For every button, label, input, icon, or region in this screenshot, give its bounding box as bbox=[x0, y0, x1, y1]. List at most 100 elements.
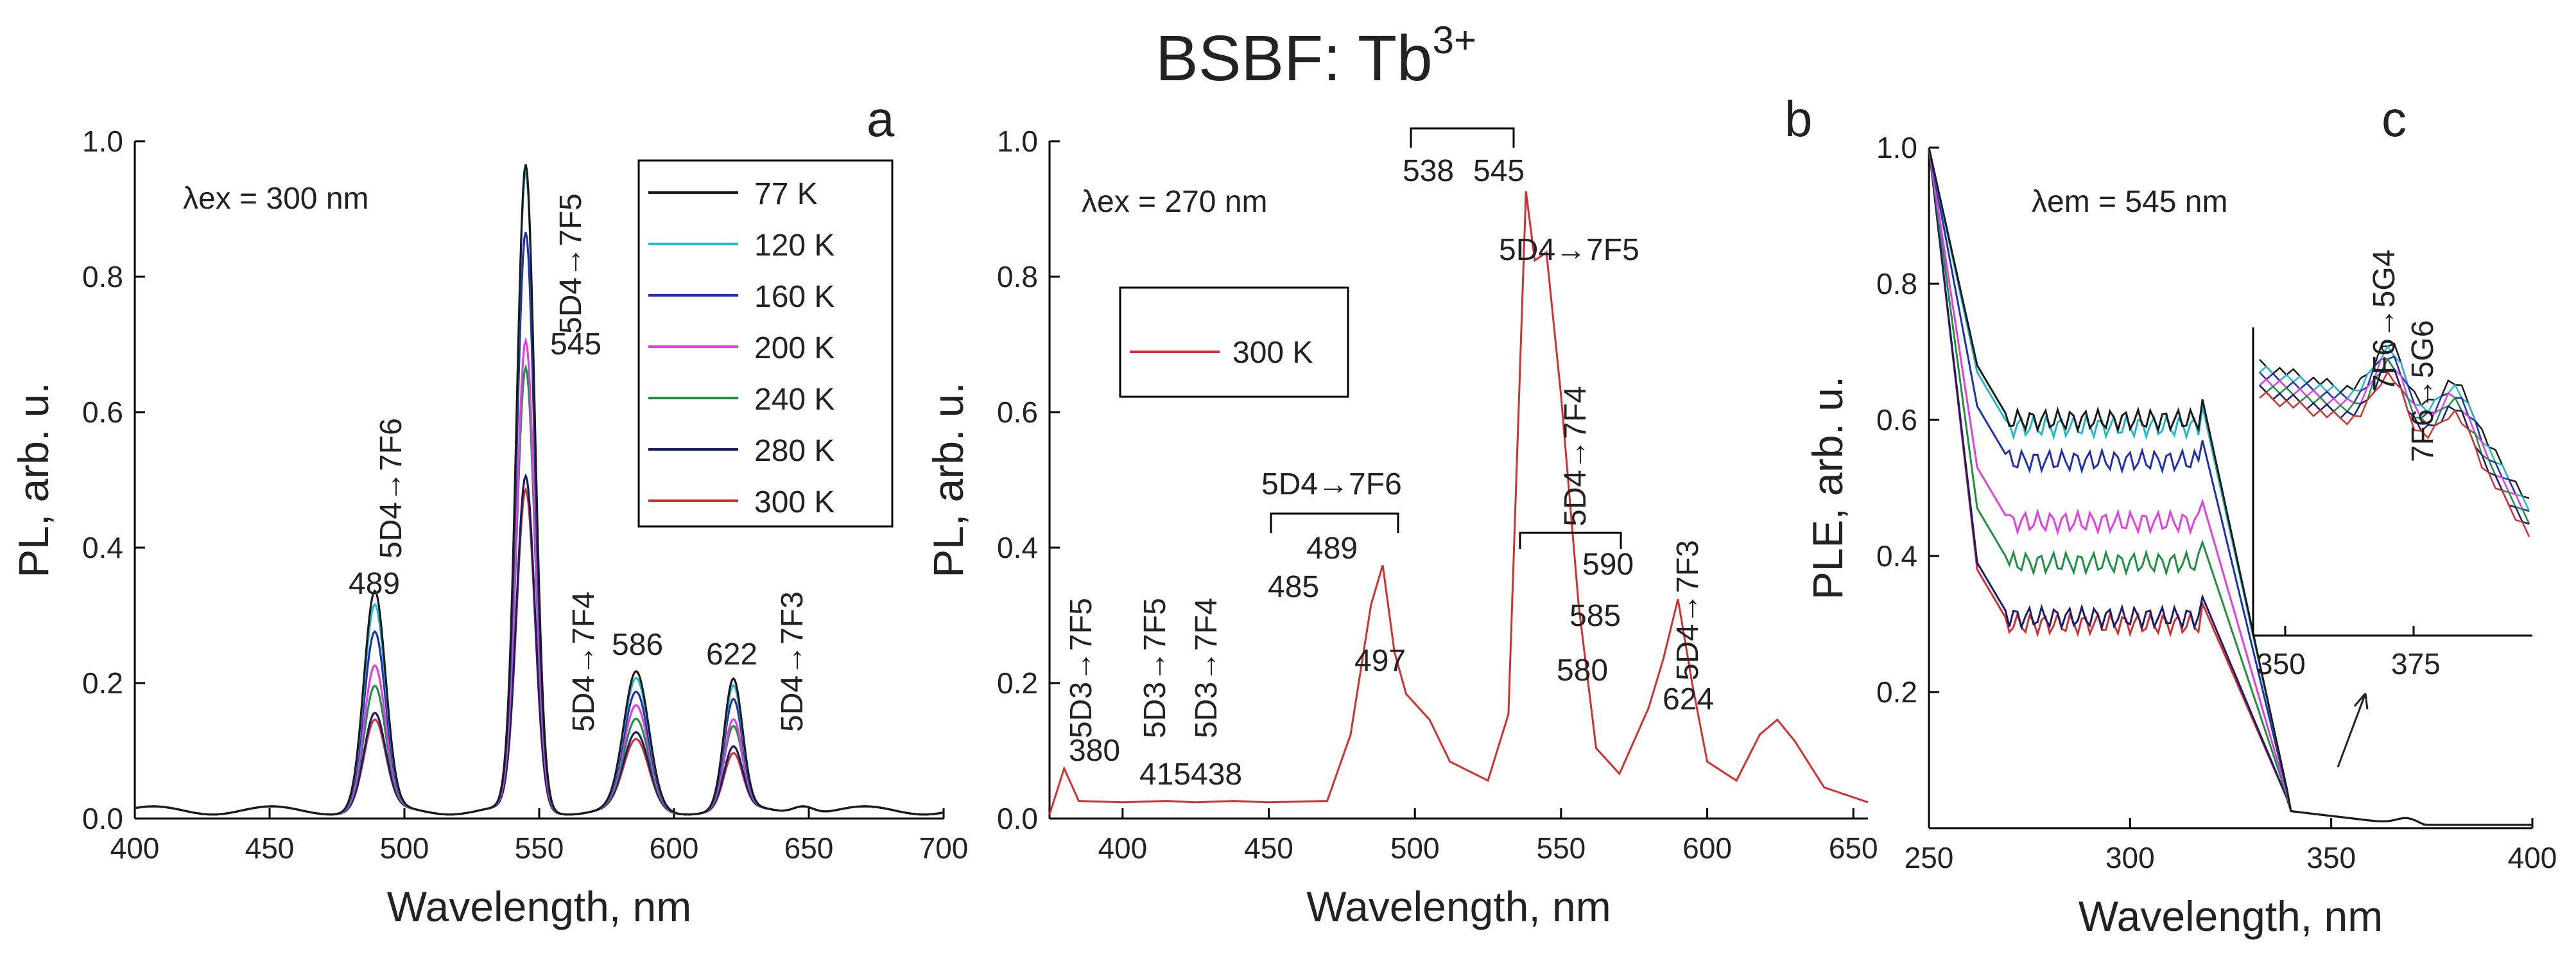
panel-a-ytick-label: 0.6 bbox=[82, 395, 123, 429]
panel-a-legend-label: 240 K bbox=[754, 383, 834, 417]
panel-c-xtick-label: 300 bbox=[2105, 841, 2155, 874]
panel-b-ytick-label: 0.6 bbox=[997, 395, 1038, 429]
panel-a-peak-545: 545 bbox=[550, 327, 601, 361]
panel-b-xlabel: Wavelength, nm bbox=[1306, 883, 1611, 930]
panel-b-xtick-label: 600 bbox=[1682, 831, 1732, 865]
panel-c-xtick-label: 250 bbox=[1905, 841, 1954, 874]
panel-a-legend-label: 300 K bbox=[754, 485, 834, 519]
panel-b-peak-415: 415 bbox=[1139, 758, 1191, 792]
panel-b-xtick-label: 400 bbox=[1098, 831, 1147, 865]
inset-transition-2: 7F6→5G6 bbox=[2406, 320, 2440, 462]
panel-b-peak-489: 489 bbox=[1306, 532, 1358, 566]
inset-lines bbox=[2259, 342, 2530, 537]
panel-b-xtick-label: 550 bbox=[1537, 831, 1586, 865]
panel-a-xlabel: Wavelength, nm bbox=[387, 883, 691, 930]
figure-title: BSBF: Tb3+ bbox=[1155, 19, 1476, 94]
panel-b-transition-7: 5D4→7F3 bbox=[1671, 540, 1705, 681]
panel-b-series-line bbox=[1048, 191, 1869, 815]
panel-c-lines bbox=[1928, 147, 2532, 826]
panel-b-peak-497: 497 bbox=[1354, 644, 1406, 678]
panel-b-peak-590: 590 bbox=[1582, 548, 1634, 582]
panel-a-axes: 400 450 500 550 600 650 700 0.0 0.2 0.4 0.6 0.8 1.0 W… bbox=[10, 125, 968, 930]
panel-a-transition-1: 5D4→7F6 bbox=[374, 418, 408, 559]
panel-a-xtick-label: 550 bbox=[515, 831, 564, 865]
panel-c-series-line bbox=[1928, 147, 2532, 826]
panel-a-ylabel: PL, arb. u. bbox=[10, 382, 57, 578]
panel-a-xtick-label: 700 bbox=[919, 831, 969, 865]
inset-xtick-label-375: 375 bbox=[2391, 647, 2441, 681]
inset-transition-1: 7F6→5G4 bbox=[2367, 250, 2401, 392]
panel-a: 400 450 500 550 600 650 700 0.0 0.2 0.4 0.6 0.8 1.0 W… bbox=[10, 91, 968, 930]
panel-b-transition-4: 5D4→7F6 bbox=[1261, 467, 1402, 501]
panel-c-series-line bbox=[1928, 147, 2532, 826]
panel-c-ytick-label: 0.4 bbox=[1876, 539, 1917, 573]
inset-series-line bbox=[2259, 370, 2530, 537]
panel-a-legend-label: 120 K bbox=[754, 229, 834, 263]
panel-b-transition-5: 5D4→7F5 bbox=[1499, 233, 1639, 267]
panel-c-series-line bbox=[1928, 147, 2532, 826]
panel-c-letter: c bbox=[2382, 91, 2407, 147]
panel-a-legend-label: 200 K bbox=[754, 331, 834, 365]
panel-c-series-line bbox=[1928, 147, 2532, 826]
panel-c-inset: 350 375 7F6→5G4 7F6→5G6 bbox=[2252, 250, 2532, 681]
panel-c-xtick-label: 400 bbox=[2508, 841, 2557, 874]
panel-a-lines bbox=[134, 164, 944, 816]
panel-b-xtick-label: 450 bbox=[1244, 831, 1293, 865]
panel-b-transition-2: 5D3→7F5 bbox=[1138, 598, 1172, 738]
panel-b-peak-585: 585 bbox=[1569, 599, 1621, 633]
panel-b-transition-6: 5D4→7F4 bbox=[1559, 386, 1593, 526]
panel-a-peak-489: 489 bbox=[349, 567, 400, 601]
panel-c-series-line bbox=[1928, 147, 2532, 826]
panel-a-transition-4: 5D4→7F3 bbox=[775, 591, 809, 732]
panel-a-transition-3: 5D4→7F4 bbox=[567, 591, 601, 732]
inset-xtick-label-350: 350 bbox=[2256, 647, 2306, 681]
panel-a-xtick-label: 450 bbox=[245, 831, 295, 865]
panel-b-transition-1: 5D3→7F5 bbox=[1064, 598, 1098, 738]
panel-b: 400 450 500 550 600 650 0.0 0.2 0.4 0.6 0.8 1.0 Wave… bbox=[924, 91, 1878, 930]
panel-c-ylabel: PLE, arb. u. bbox=[1804, 376, 1851, 600]
panel-c-axes: 250 300 350 400 0.2 0.4 0.6 0.8 1.0 Wavelength, n… bbox=[1804, 131, 2557, 940]
panel-a-letter: a bbox=[867, 91, 895, 147]
panel-b-ylabel: PL, arb. u. bbox=[924, 382, 972, 578]
panel-b-ytick-label: 0.4 bbox=[997, 531, 1038, 564]
panel-a-xtick-label: 500 bbox=[380, 831, 429, 865]
panel-a-xtick-label: 600 bbox=[650, 831, 699, 865]
panel-b-legend-label: 300 K bbox=[1232, 336, 1313, 370]
panel-a-ytick-label: 0.8 bbox=[82, 260, 123, 293]
inset-pointer-arrow bbox=[2337, 693, 2369, 768]
panel-b-lines bbox=[1048, 191, 1869, 815]
panel-b-peak-545: 545 bbox=[1473, 154, 1525, 188]
panel-a-legend bbox=[637, 159, 894, 528]
panel-a-peak-622: 622 bbox=[706, 637, 757, 672]
panel-a-xtick-label: 400 bbox=[110, 831, 160, 865]
panel-b-peak-438: 438 bbox=[1191, 758, 1242, 792]
panel-b-ytick-label: 0.0 bbox=[997, 802, 1038, 835]
panel-a-ytick-label: 0.0 bbox=[82, 802, 123, 835]
panel-b-peak-485: 485 bbox=[1268, 570, 1319, 604]
panel-b-transition-3: 5D3→7F4 bbox=[1189, 598, 1223, 738]
panel-c-series-line bbox=[1928, 147, 2532, 826]
panel-a-ytick-label: 0.2 bbox=[82, 666, 123, 700]
panel-b-axes: 400 450 500 550 600 650 0.0 0.2 0.4 0.6 0.8 1.0 Wave… bbox=[924, 125, 1878, 930]
panel-a-transition-2: 5D4→7F5 bbox=[554, 193, 588, 334]
panel-b-bracket-485-497 bbox=[1270, 512, 1399, 533]
panel-a-xtick-label: 650 bbox=[784, 831, 834, 865]
panel-b-peak-538: 538 bbox=[1403, 154, 1454, 188]
panel-b-bracket-538-545 bbox=[1410, 127, 1515, 148]
panel-b-ytick-label: 0.8 bbox=[997, 260, 1038, 293]
panel-b-peak-580: 580 bbox=[1557, 654, 1608, 688]
panel-a-excitation: λex = 300 nm bbox=[183, 182, 369, 216]
panel-c-series-line bbox=[1928, 147, 2532, 826]
panel-a-ytick-label: 1.0 bbox=[82, 125, 123, 158]
panel-c: 250 300 350 400 0.2 0.4 0.6 0.8 1.0 Wavelength, n… bbox=[1804, 91, 2557, 940]
panel-c-ytick-label: 0.2 bbox=[1876, 675, 1917, 709]
panel-b-peak-380: 380 bbox=[1069, 734, 1120, 768]
panel-a-ytick-label: 0.4 bbox=[82, 531, 123, 564]
panel-a-legend-label: 77 K bbox=[754, 177, 818, 211]
panel-b-xtick-label: 500 bbox=[1390, 831, 1440, 865]
panel-a-legend-label: 280 K bbox=[754, 434, 834, 468]
panel-a-peak-586: 586 bbox=[612, 628, 663, 662]
panel-a-legend-items: 77 K 120 K 160 K 200 K 240 K 280 K 300 K bbox=[648, 177, 834, 519]
panel-a-series-line bbox=[134, 164, 944, 816]
